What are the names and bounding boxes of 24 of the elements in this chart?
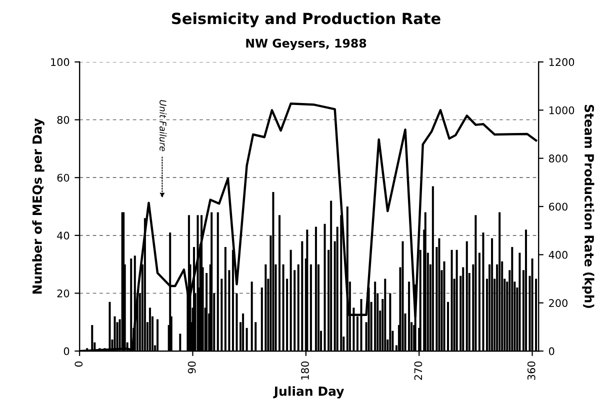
chart-subtitle: NW Geysers, 1988 xyxy=(246,38,366,50)
y2-tick-label: 1000 xyxy=(549,106,574,114)
y-tick-label: 100 xyxy=(51,58,70,66)
x-tick-label: 180 xyxy=(301,361,309,380)
y2-tick-label: 600 xyxy=(549,202,568,211)
y2-tick-label: 0 xyxy=(548,347,554,356)
x-tick-label: 270 xyxy=(414,361,422,380)
y2-tick-label: 200 xyxy=(549,299,568,307)
y2-tick-label: 1200 xyxy=(549,58,574,66)
y-tick-label: 60 xyxy=(57,174,70,182)
chart-title: Seismicity and Production Rate xyxy=(172,12,440,28)
y-tick-label: 80 xyxy=(57,116,70,124)
y-tick-label: 0 xyxy=(64,347,70,356)
x-axis-title: Julian Day xyxy=(273,386,344,398)
y-axis-title: Number of MEQs per Day xyxy=(32,118,44,294)
y2-axis-title: Steam Production Rate (kph) xyxy=(582,104,594,308)
x-tick-label: 90 xyxy=(188,361,196,374)
x-tick-label: 0 xyxy=(74,361,83,367)
y-tick-label: 40 xyxy=(57,232,70,240)
y2-tick-label: 800 xyxy=(548,154,568,162)
annotation: Unit Failure xyxy=(160,100,167,152)
y-tick-label: 20 xyxy=(57,289,70,298)
y2-tick-label: 400 xyxy=(548,250,568,259)
x-tick-label: 360 xyxy=(527,361,536,380)
